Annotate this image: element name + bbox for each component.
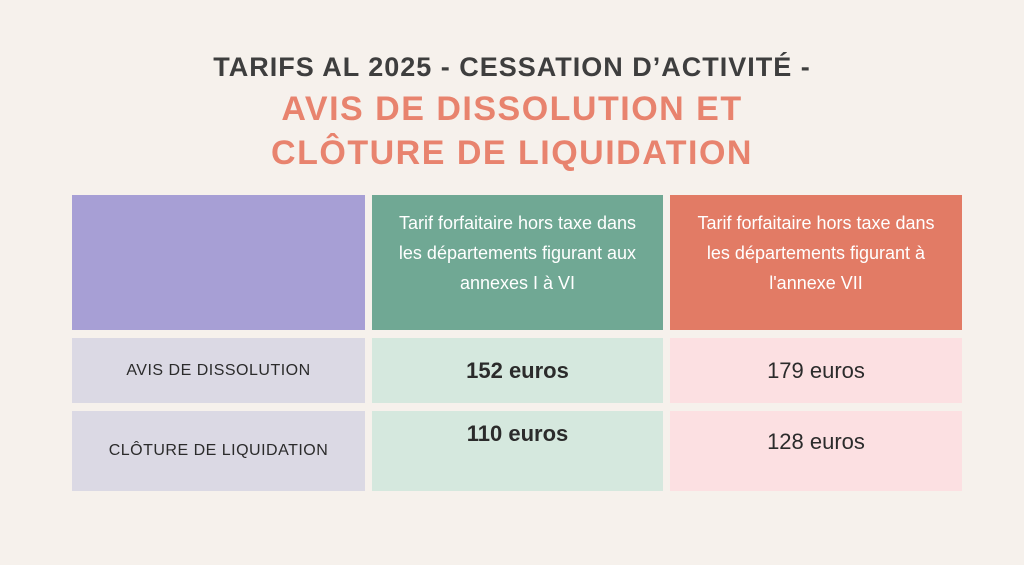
price-avis-dissolution-annexes-1-6: 152 euros (372, 338, 663, 403)
column-header-annexes-1-6: Tarif forfaitaire hors taxe dans les dép… (372, 195, 663, 330)
price-avis-dissolution-annexe-7: 179 euros (670, 338, 962, 403)
title-block: TARIFS AL 2025 - CESSATION D’ACTIVITÉ - … (0, 50, 1024, 175)
row-label-avis-de-dissolution: AVIS DE DISSOLUTION (72, 338, 365, 403)
row-label-cloture-de-liquidation: CLÔTURE DE LIQUIDATION (72, 411, 365, 491)
page-title-kicker: TARIFS AL 2025 - CESSATION D’ACTIVITÉ - (213, 52, 811, 82)
price-cloture-liquidation-annexe-7: 128 euros (670, 411, 962, 491)
price-cloture-liquidation-annexes-1-6: 110 euros (372, 411, 663, 491)
page-title: AVIS DE DISSOLUTION ET CLÔTURE DE LIQUID… (0, 87, 1024, 175)
page-title-line-2: AVIS DE DISSOLUTION ET (281, 90, 743, 128)
column-header-annexe-7: Tarif forfaitaire hors taxe dans les dép… (670, 195, 962, 330)
page-title-line-3: CLÔTURE DE LIQUIDATION (271, 134, 753, 172)
table-corner-cell (72, 195, 365, 330)
pricing-table: Tarif forfaitaire hors taxe dans les dép… (72, 195, 962, 491)
